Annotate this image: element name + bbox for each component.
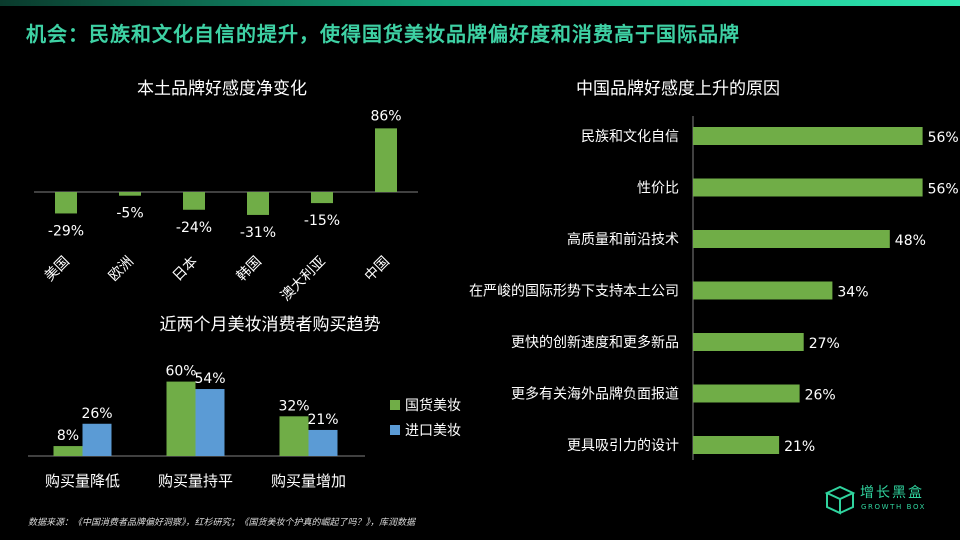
chart-title: 本土品牌好感度净变化 [137,79,307,99]
data-label: 21% [784,439,815,455]
data-label: 27% [809,336,840,352]
data-label: -15% [304,213,340,229]
bar [693,281,833,300]
bar [195,389,225,456]
data-label: 21% [307,412,338,428]
bar [311,192,333,204]
data-label: -5% [116,206,143,222]
tick-label: 更快的创新速度和更多新品 [511,334,679,351]
bar [166,381,196,456]
tick-label: 中国 [362,254,393,285]
tick-label: 民族和文化自信 [581,129,679,145]
data-label: 56% [928,130,959,146]
data-label: 8% [57,428,79,444]
bar [375,128,397,192]
tick-label: 更多有关海外品牌负面报道 [511,386,679,403]
data-label: 54% [194,371,225,387]
bar [693,127,923,145]
bar [53,446,83,456]
data-label: 60% [165,364,196,380]
bar [693,333,804,351]
chart-title: 中国品牌好感度上升的原因 [576,79,780,99]
bar [183,192,205,210]
page-title: 机会：民族和文化自信的提升，使得国货美妆品牌偏好度和消费高于国际品牌 [26,22,740,46]
tick-label: 欧洲 [106,254,137,285]
bar [693,384,800,403]
bar [279,416,309,456]
legend-swatch [390,425,400,435]
tick-label: 购买量降低 [45,472,120,490]
tick-label: 更具吸引力的设计 [567,438,679,454]
data-label: 32% [278,398,309,414]
bar [247,192,269,215]
legend-label: 进口美妆 [405,423,461,439]
bar [308,429,338,456]
tick-label: 高质量和前沿技术 [567,231,679,248]
data-label: -24% [176,220,212,236]
purchase-trend-chart: 近两个月美妆消费者购买趋势 8%26% 购买量降低 60%54% 购买量持平 32%21… [28,315,461,490]
net-change-chart: 本土品牌好感度净变化 -29% 美国 -5% 欧洲 -24% 日本 -31% 韩国 -15% 澳大… [34,79,418,304]
box-logo-icon [824,485,856,515]
logo-subtitle: GROWTH BOX [861,503,927,511]
tick-label: 日本 [170,254,201,285]
data-label: 34% [837,285,868,301]
legend-swatch [390,400,400,410]
data-label: -31% [240,225,276,241]
legend-label: 国货美妆 [405,397,461,414]
tick-label: 韩国 [234,254,265,285]
tick-label: 在严峻的国际形势下支持本土公司 [469,284,679,300]
data-label: 48% [895,233,926,249]
logo-name: 增长黑盒 [860,485,924,501]
data-source-note: 数据来源：《中国消费者品牌偏好洞察》，红杉研究；《国货美妆个护真的崛起了吗？》，… [28,518,416,528]
top-accent-bar [0,0,960,6]
bar [693,178,923,197]
bar [693,436,780,454]
data-label: -29% [48,223,84,239]
tick-label: 澳大利亚 [278,254,329,304]
bar [693,230,890,248]
data-label: 56% [928,182,959,198]
bar [119,192,141,196]
chart-title: 近两个月美妆消费者购买趋势 [160,315,381,335]
tick-label: 购买量持平 [158,472,233,490]
data-label: 26% [81,406,112,422]
bar [82,423,112,456]
data-label: 86% [370,108,401,124]
tick-label: 购买量增加 [271,472,346,490]
tick-label: 性价比 [637,181,679,197]
bar [55,192,77,214]
tick-label: 美国 [42,254,73,285]
data-label: 26% [805,388,836,404]
growth-box-logo: 增长黑盒 GROWTH BOX [824,482,934,518]
reasons-chart: 中国品牌好感度上升的原因 民族和文化自信 56% 性价比 56% 高质量和前沿技术 48%… [469,79,959,460]
